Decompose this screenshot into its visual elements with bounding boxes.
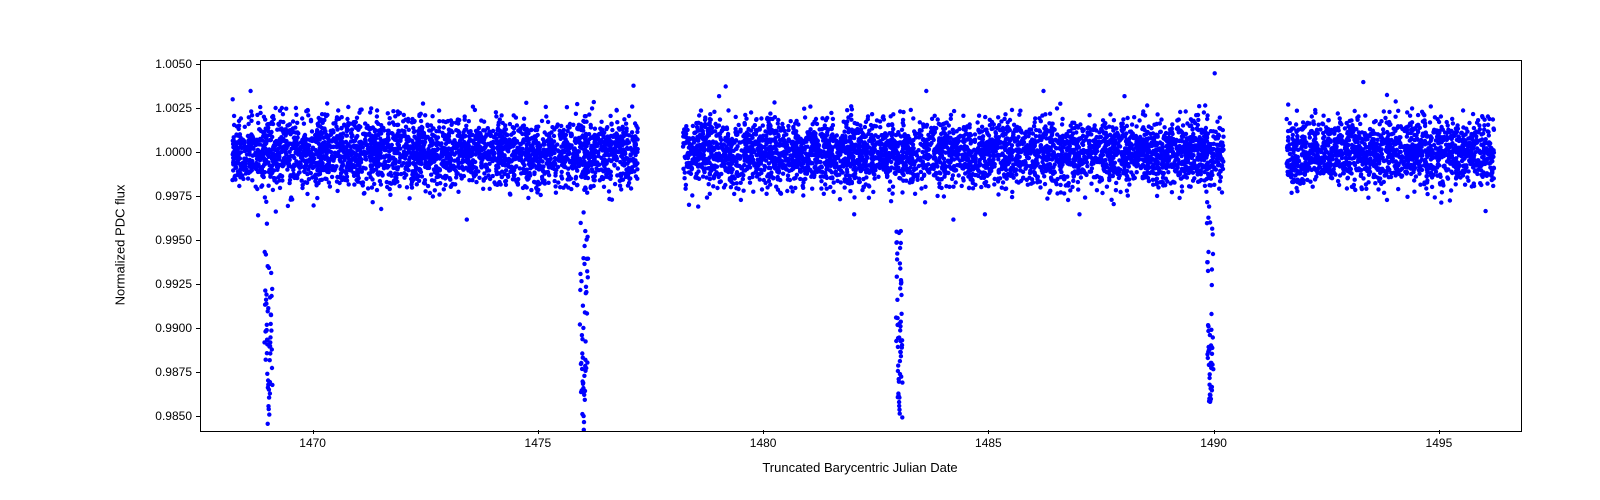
y-tick: [196, 284, 200, 285]
y-tick-label: 0.9925: [155, 277, 192, 291]
y-tick: [196, 328, 200, 329]
x-tick: [313, 430, 314, 434]
x-tick-label: 1490: [1200, 436, 1227, 450]
y-tick-label: 0.9850: [155, 409, 192, 423]
y-tick-label: 1.0000: [155, 145, 192, 159]
x-tick-label: 1470: [299, 436, 326, 450]
x-tick-label: 1485: [975, 436, 1002, 450]
y-tick-label: 0.9875: [155, 365, 192, 379]
y-axis-label: Normalized PDC flux: [113, 185, 128, 306]
x-tick: [1214, 430, 1215, 434]
y-tick: [196, 196, 200, 197]
y-tick: [196, 64, 200, 65]
y-tick: [196, 108, 200, 109]
y-tick: [196, 416, 200, 417]
x-tick-label: 1475: [525, 436, 552, 450]
scatter-points: [201, 61, 1521, 431]
x-tick: [538, 430, 539, 434]
y-tick-label: 0.9900: [155, 321, 192, 335]
y-tick: [196, 152, 200, 153]
y-tick-label: 1.0050: [155, 57, 192, 71]
y-tick-label: 0.9975: [155, 189, 192, 203]
y-tick-label: 0.9950: [155, 233, 192, 247]
y-tick-label: 1.0025: [155, 101, 192, 115]
x-tick: [988, 430, 989, 434]
x-tick-label: 1495: [1426, 436, 1453, 450]
x-axis-label: Truncated Barycentric Julian Date: [762, 460, 957, 475]
x-tick-label: 1480: [750, 436, 777, 450]
x-tick: [763, 430, 764, 434]
light-curve-chart: [200, 60, 1522, 432]
x-tick: [1439, 430, 1440, 434]
y-tick: [196, 372, 200, 373]
y-tick: [196, 240, 200, 241]
